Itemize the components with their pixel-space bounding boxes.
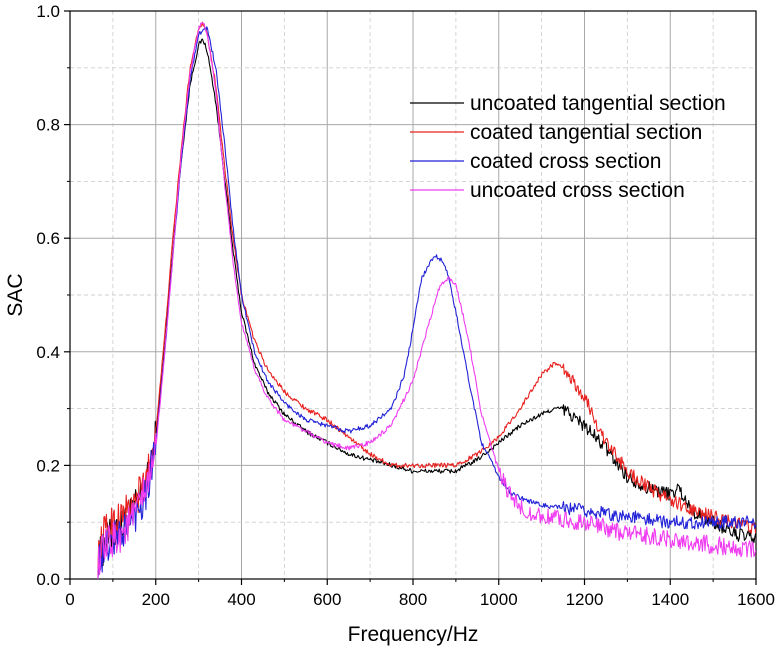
x-tick-label: 800 <box>399 590 427 609</box>
series-line-2 <box>97 21 757 575</box>
series-line-4 <box>97 22 757 580</box>
y-tick-label: 0.8 <box>36 116 60 135</box>
axes: 0 200 400 600 800 1000 1200 1400 1600 0.0 0.2 0.4 0.… <box>36 2 775 609</box>
y-tick-label: 0.0 <box>36 570 60 589</box>
x-tick-label: 1000 <box>480 590 518 609</box>
legend-label: coated tangential section <box>470 121 702 144</box>
series-line-1 <box>97 38 757 580</box>
y-tick-label: 0.2 <box>36 456 60 475</box>
legend-label: coated cross section <box>470 150 661 173</box>
y-tick-label: 0.4 <box>36 343 60 362</box>
y-tick-label: 0.6 <box>36 229 60 248</box>
x-tick-label: 400 <box>227 590 255 609</box>
x-tick-label: 1400 <box>651 590 689 609</box>
legend-label: uncoated cross section <box>470 179 685 202</box>
legend-label: uncoated tangential section <box>470 92 726 115</box>
series-lines <box>97 21 757 580</box>
x-axis-title: Frequency/Hz <box>348 623 479 646</box>
y-tick-label: 1.0 <box>36 2 60 21</box>
x-tick-label: 200 <box>142 590 170 609</box>
x-tick-label: 0 <box>65 590 74 609</box>
legend: uncoated tangential section coated tangen… <box>410 92 726 202</box>
x-tick-label: 1600 <box>737 590 775 609</box>
x-tick-label: 1200 <box>566 590 604 609</box>
y-axis-title: SAC <box>4 273 27 316</box>
x-tick-label: 600 <box>313 590 341 609</box>
series-line-3 <box>97 26 757 580</box>
